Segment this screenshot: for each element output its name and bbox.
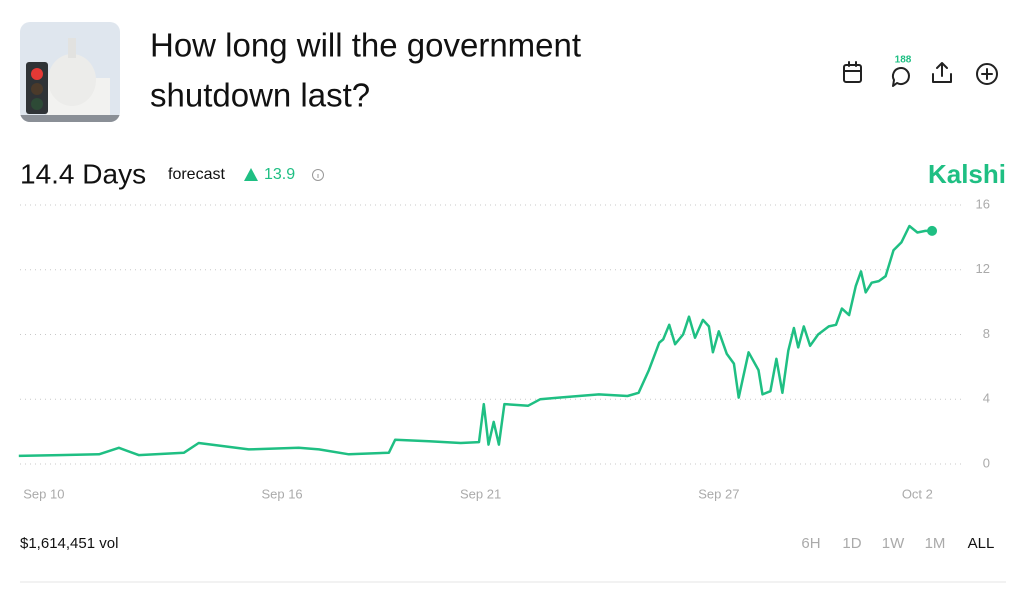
plot: 0 4 8 12 16 Sep 10 Sep 16 Sep 21 Sep 27 Oct 2 [18, 196, 990, 501]
range-buttons: 6H 1D 1W 1M ALL [801, 535, 994, 552]
up-arrow [244, 168, 258, 181]
y-tick-label: 16 [976, 196, 990, 211]
share-button[interactable] [932, 62, 952, 83]
x-tick-label: Sep 10 [23, 486, 64, 501]
volume: $1,614,451 vol [20, 535, 118, 552]
forecast-value: 14.4 Days [20, 158, 146, 189]
y-tick-label: 0 [983, 455, 990, 470]
calendar-button[interactable] [843, 61, 862, 83]
last-point [927, 225, 938, 236]
y-tick-label: 4 [983, 391, 990, 406]
comments-button[interactable]: 188 [891, 55, 912, 87]
title: shutdown last? [150, 77, 370, 114]
range-button[interactable]: 1W [882, 535, 905, 552]
x-tick-label: Oct 2 [902, 486, 933, 501]
y-tick-label: 8 [983, 326, 990, 341]
comment-count: 188 [895, 55, 912, 66]
title: How long will the government [150, 27, 581, 64]
y-tick-label: 12 [976, 261, 990, 276]
forecast-change: 13.9 [264, 166, 295, 183]
range-button[interactable]: ALL [968, 535, 995, 552]
range-button[interactable]: 1M [925, 535, 946, 552]
range-button[interactable]: 1D [842, 535, 861, 552]
range-button[interactable]: 6H [801, 535, 820, 552]
x-tick-label: Sep 21 [460, 486, 501, 501]
info-icon[interactable] [312, 169, 324, 181]
add-button[interactable] [976, 63, 998, 85]
brand: Kalshi [928, 159, 1006, 189]
thumbnail [20, 22, 120, 122]
x-tick-label: Sep 16 [261, 486, 302, 501]
forecast-label: forecast [168, 166, 225, 183]
series-line [18, 224, 932, 458]
x-tick-label: Sep 27 [698, 486, 739, 501]
